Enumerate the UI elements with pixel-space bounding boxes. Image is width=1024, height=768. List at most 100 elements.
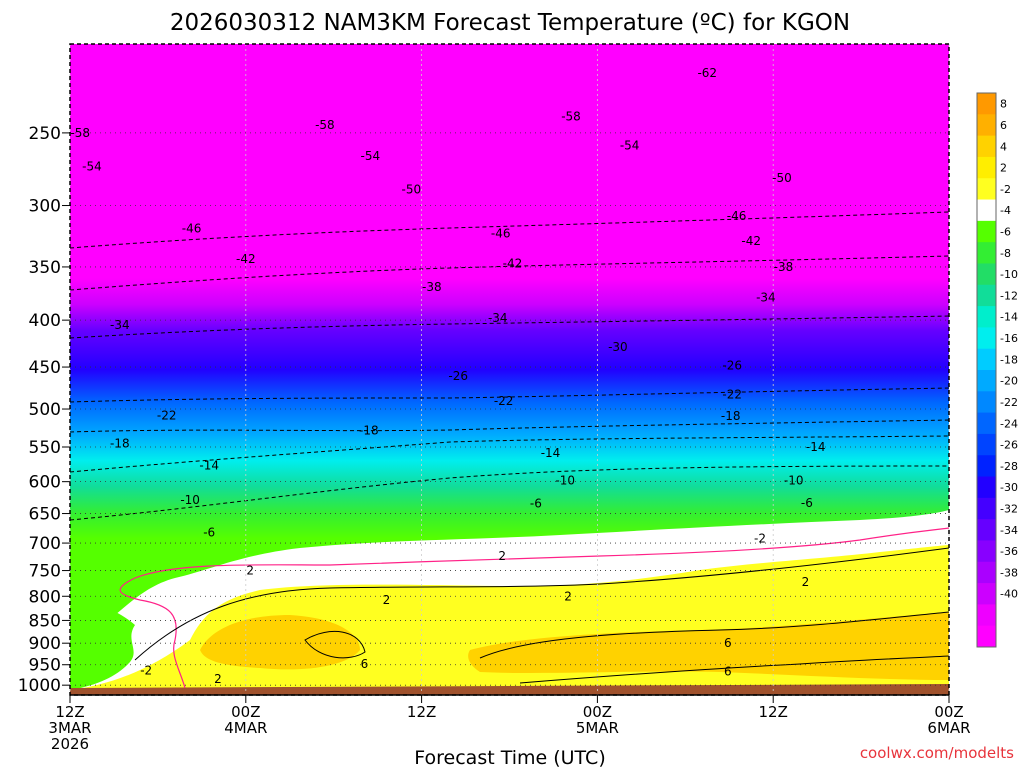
contour-label: 2	[564, 589, 572, 603]
contour-label: -14	[541, 446, 561, 460]
y-tick-label: 450	[29, 358, 61, 378]
colorbar-label: 8	[1000, 98, 1007, 111]
contour-label: -22	[157, 408, 177, 422]
colorbar-label: -18	[1000, 353, 1018, 366]
contour-label: -38	[774, 260, 794, 274]
contour-label: -58	[561, 110, 581, 124]
colorbar-swatch	[977, 327, 996, 350]
contour-label: -62	[697, 66, 717, 80]
contour-label: -42	[503, 257, 523, 271]
y-tick-label: 700	[29, 534, 61, 554]
contour-label: -34	[110, 318, 130, 332]
colorbar-label: -8	[1000, 247, 1011, 260]
y-tick-label: 650	[29, 505, 61, 525]
contour-label: -34	[756, 291, 776, 305]
surface-ground	[70, 684, 949, 695]
colorbar-swatch	[977, 263, 996, 286]
contour-label: -10	[180, 493, 200, 507]
y-tick-label: 550	[29, 438, 61, 458]
colorbar-swatch	[977, 583, 996, 605]
colorbar-swatch	[977, 220, 996, 243]
contour-label: -38	[422, 280, 442, 294]
colorbar-swatch	[977, 306, 996, 328]
x-tick-label: 3MAR	[48, 719, 91, 737]
colorbar-label: -34	[1000, 524, 1018, 537]
colorbar-swatch	[977, 370, 996, 392]
credit-link[interactable]: coolwx.com/modelts	[860, 744, 1014, 762]
contour-label: -14	[199, 458, 219, 472]
colorbar-swatch	[977, 412, 996, 435]
colorbar-swatch	[977, 433, 996, 456]
contour-label: 2	[498, 549, 506, 563]
contour-label: -10	[555, 473, 575, 487]
cold-green-low-left	[70, 600, 135, 690]
contour-label-layer: -62-58-58-58-54-54-54-50-50-46 -46-46-42-…	[70, 66, 826, 686]
colorbar-label: -2	[1000, 183, 1011, 196]
x-tick-label: 5MAR	[576, 719, 619, 737]
contour-label: -2	[754, 531, 766, 545]
colorbar-swatch	[977, 156, 996, 179]
colorbar-swatch	[977, 476, 996, 499]
contour-label: -58	[70, 126, 90, 140]
colorbar-swatch	[977, 199, 996, 222]
y-tick-label: 400	[29, 311, 61, 331]
x-tick-label: 6MAR	[927, 719, 970, 737]
contour-label: -30	[608, 340, 628, 354]
warm-orange-pocket-1	[200, 615, 360, 670]
colorbar: 8 6 4 2 -2 -4 -6 -8 -10 -12 -14 -16 -18 -20 -22 -24 -26 -…	[976, 92, 1018, 648]
colorbar-swatch	[977, 455, 996, 478]
colorbar-label: -24	[1000, 417, 1018, 430]
y-tick-label: 300	[29, 197, 61, 217]
x-tick-label: 12Z	[55, 703, 84, 721]
x-tick-label: 00Z	[934, 703, 963, 721]
contour-label: -22	[494, 394, 514, 408]
colorbar-label: -6	[1000, 226, 1011, 239]
x-tick-label: 00Z	[231, 703, 260, 721]
contour-label: 2	[383, 593, 391, 607]
x-tick-label: 12Z	[407, 703, 436, 721]
y-axis: 250 300 350 400 450 500 550 600 650 700 750 800 850 9…	[18, 124, 70, 696]
colorbar-swatch	[977, 497, 996, 520]
colorbar-label: 6	[1000, 119, 1007, 132]
contour-label: 2	[802, 575, 810, 589]
colorbar-label: -4	[1000, 204, 1011, 217]
colorbar-label: -10	[1000, 268, 1018, 281]
colorbar-swatch	[977, 242, 996, 264]
y-tick-label: 1000	[18, 676, 61, 696]
contour-label: -2	[140, 664, 152, 678]
contour-label: 6	[724, 664, 732, 678]
colorbar-label: -28	[1000, 460, 1018, 473]
contour-label: -6	[801, 496, 813, 510]
colorbar-swatch	[977, 93, 996, 115]
colorbar-swatch	[977, 135, 996, 158]
colorbar-label: -22	[1000, 396, 1018, 409]
colorbar-border	[976, 92, 997, 648]
colorbar-label: 4	[1000, 140, 1007, 153]
contour-label: -50	[402, 182, 422, 196]
colorbar-swatch	[977, 114, 996, 137]
contour-label: -26	[722, 358, 742, 372]
contour-label: 2	[214, 672, 222, 686]
contour-label: 6	[724, 636, 732, 650]
zero-degree-line	[119, 527, 949, 689]
contour-label: -54	[82, 159, 102, 173]
colorbar-label: -32	[1000, 503, 1018, 516]
colorbar-swatch	[977, 178, 996, 201]
y-tick-label: 750	[29, 562, 61, 582]
contour-label: -18	[721, 409, 741, 423]
colorbar-swatch	[977, 604, 996, 627]
contour-label: -6	[530, 497, 542, 511]
y-tick-label: 250	[29, 124, 61, 144]
x-tick-label: 12Z	[759, 703, 788, 721]
y-tick-label: 350	[29, 258, 61, 278]
colorbar-label: -30	[1000, 481, 1018, 494]
colorbar-label: -14	[1000, 311, 1018, 324]
contour-label: -46	[491, 227, 511, 241]
x-tick-label: 00Z	[583, 703, 612, 721]
colorbar-label: -26	[1000, 439, 1018, 452]
colorbar-swatch	[977, 625, 996, 648]
contour-label: -46	[727, 209, 747, 223]
colorbar-label: -20	[1000, 375, 1018, 388]
contour-label: -14	[806, 440, 826, 454]
